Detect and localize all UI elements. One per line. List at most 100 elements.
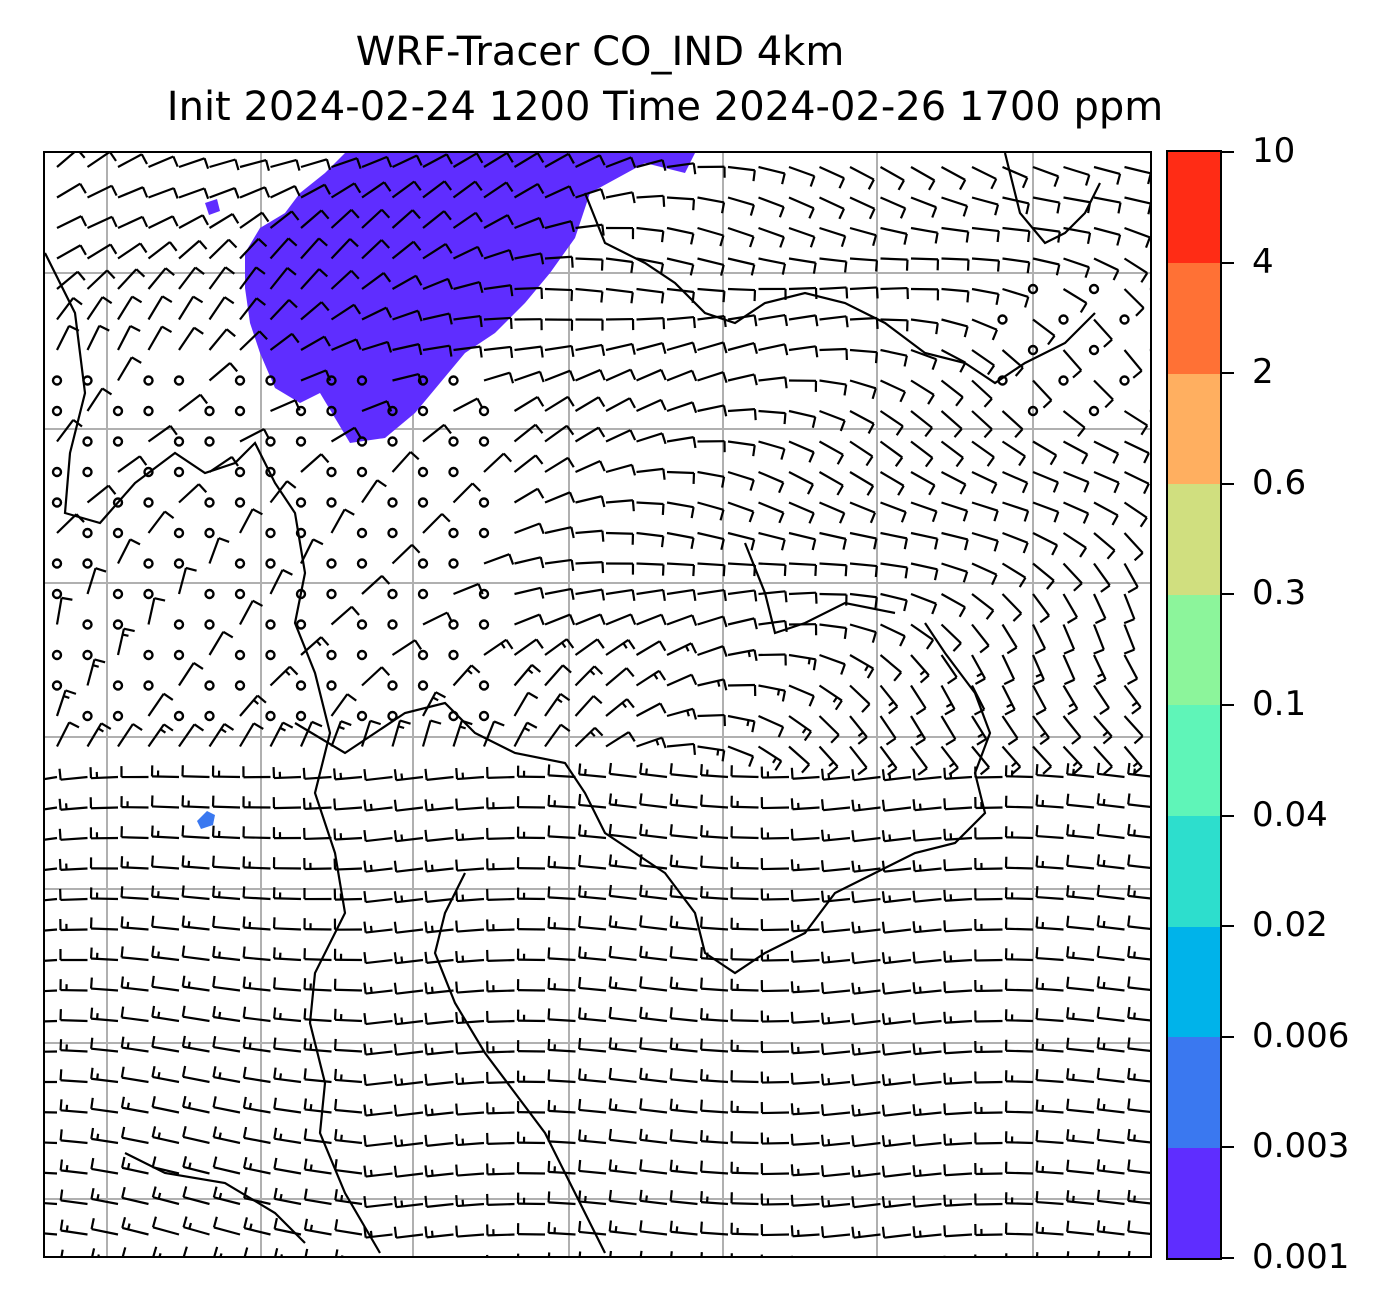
wind-barb-shaft	[548, 926, 576, 931]
wind-barb-half-flag	[527, 668, 534, 675]
wind-barb-half-flag	[1097, 672, 1104, 678]
wind-barb-shaft	[304, 1108, 332, 1114]
wind-barb	[455, 981, 485, 994]
wind-barb-shaft	[335, 1108, 363, 1114]
wind-barb-shaft	[884, 806, 912, 812]
wind-barb-flag	[455, 859, 459, 871]
wind-barb-shaft	[482, 721, 496, 747]
wind-barb-shaft	[183, 1226, 210, 1236]
wind-barb	[1002, 501, 1030, 522]
wind-barb-shaft	[147, 326, 163, 351]
wind-barb-shaft	[239, 211, 263, 229]
wind-barb-flag	[690, 233, 695, 245]
wind-barb	[1031, 654, 1045, 686]
wind-barb-flag	[505, 639, 514, 650]
wind-barb-shaft	[819, 165, 845, 180]
wind-barb	[971, 166, 998, 190]
wind-barb	[940, 623, 962, 652]
wind-barb	[486, 1010, 515, 1024]
wind-barb-flag	[699, 1130, 703, 1142]
wind-barb-half-flag	[918, 1108, 922, 1115]
wind-barb-half-flag	[157, 1192, 162, 1199]
wind-barb	[1062, 532, 1088, 558]
wind-barb-shaft	[365, 928, 393, 934]
wind-barb	[818, 715, 840, 744]
wind-barb-shaft	[574, 396, 600, 412]
wind-barb	[912, 799, 942, 812]
wind-barb-shaft	[700, 987, 729, 992]
wind-barb-flag	[625, 667, 635, 678]
wind-barb-flag	[324, 369, 332, 381]
wind-barb-flag	[531, 664, 542, 673]
wind-barb	[59, 1069, 88, 1084]
wind-barb-shaft	[513, 454, 537, 473]
wind-barb	[363, 1074, 393, 1087]
wind-barb-shaft	[910, 501, 937, 513]
wind-barb	[455, 1042, 485, 1055]
wind-barb-flag	[539, 557, 545, 569]
wind-barb-shaft	[1001, 349, 1024, 369]
wind-barb	[727, 342, 758, 354]
wind-barb-shaft	[1123, 349, 1143, 372]
wind-barb-flag	[692, 436, 697, 449]
wind-barb	[1032, 593, 1050, 624]
wind-barb-flag	[141, 216, 149, 228]
wind-barb-shaft	[727, 342, 755, 352]
wind-barb	[727, 714, 756, 733]
wind-barb-flag	[233, 187, 240, 199]
wind-barb-shaft	[700, 1170, 729, 1175]
wind-barb-flag	[101, 296, 113, 305]
wind-barb-shaft	[609, 986, 637, 992]
colorbar-segment	[1168, 152, 1220, 264]
wind-barb	[760, 949, 790, 962]
wind-barb-flag	[781, 263, 787, 275]
calm-wind-marker	[356, 436, 368, 447]
wind-barb	[910, 440, 934, 468]
wind-barb-shaft	[640, 1199, 668, 1206]
calm-wind-marker	[51, 466, 63, 478]
wind-barb	[574, 695, 603, 717]
wind-barb-shaft	[1123, 410, 1148, 427]
wind-barb	[760, 980, 790, 993]
wind-barb-shaft	[483, 553, 510, 565]
wind-barb-flag	[560, 723, 571, 732]
wind-barb-shaft	[1063, 470, 1089, 484]
wind-barb-shaft	[548, 1140, 576, 1145]
wind-barb-half-flag	[187, 921, 191, 928]
wind-barb-flag	[75, 513, 85, 523]
wind-barb-shaft	[788, 562, 817, 567]
wind-barb-flag	[1021, 482, 1029, 494]
calm-wind-marker	[448, 466, 459, 478]
wind-barb-flag	[59, 1219, 64, 1231]
wind-barb	[452, 180, 483, 199]
wind-barb-half-flag	[675, 1104, 679, 1111]
calm-wind-marker	[204, 436, 215, 447]
wind-barb-shaft	[121, 986, 149, 992]
wind-barb-flag	[363, 1135, 367, 1147]
wind-barb	[422, 513, 451, 534]
wind-barb-shaft	[727, 257, 755, 266]
wind-barb-shaft	[697, 562, 725, 567]
wind-barb-shaft	[910, 745, 928, 769]
wind-barb-shaft	[300, 369, 327, 382]
wind-barb-shaft	[823, 775, 851, 781]
wind-barb-shaft	[666, 470, 695, 475]
wind-barb-half-flag	[645, 768, 648, 775]
wind-barb-flag	[411, 209, 421, 220]
wind-barb-flag	[881, 1074, 886, 1086]
wind-barb-flag	[1021, 177, 1029, 189]
wind-barb	[578, 1159, 607, 1175]
wind-barb	[486, 1254, 489, 1256]
wind-barb-shaft	[269, 332, 293, 351]
wind-barb-shaft	[1036, 1017, 1064, 1023]
wind-barb-shaft	[700, 1231, 729, 1236]
wind-barb-flag	[943, 1042, 947, 1054]
wind-barb	[788, 653, 817, 671]
wind-barb-shaft	[270, 399, 296, 413]
wind-barb-flag	[578, 946, 582, 958]
wind-barb	[181, 915, 210, 931]
wind-barb-shaft	[60, 1109, 88, 1114]
wind-barb-shaft	[579, 1200, 607, 1206]
wind-barb	[516, 857, 546, 870]
wind-barb	[303, 857, 332, 871]
